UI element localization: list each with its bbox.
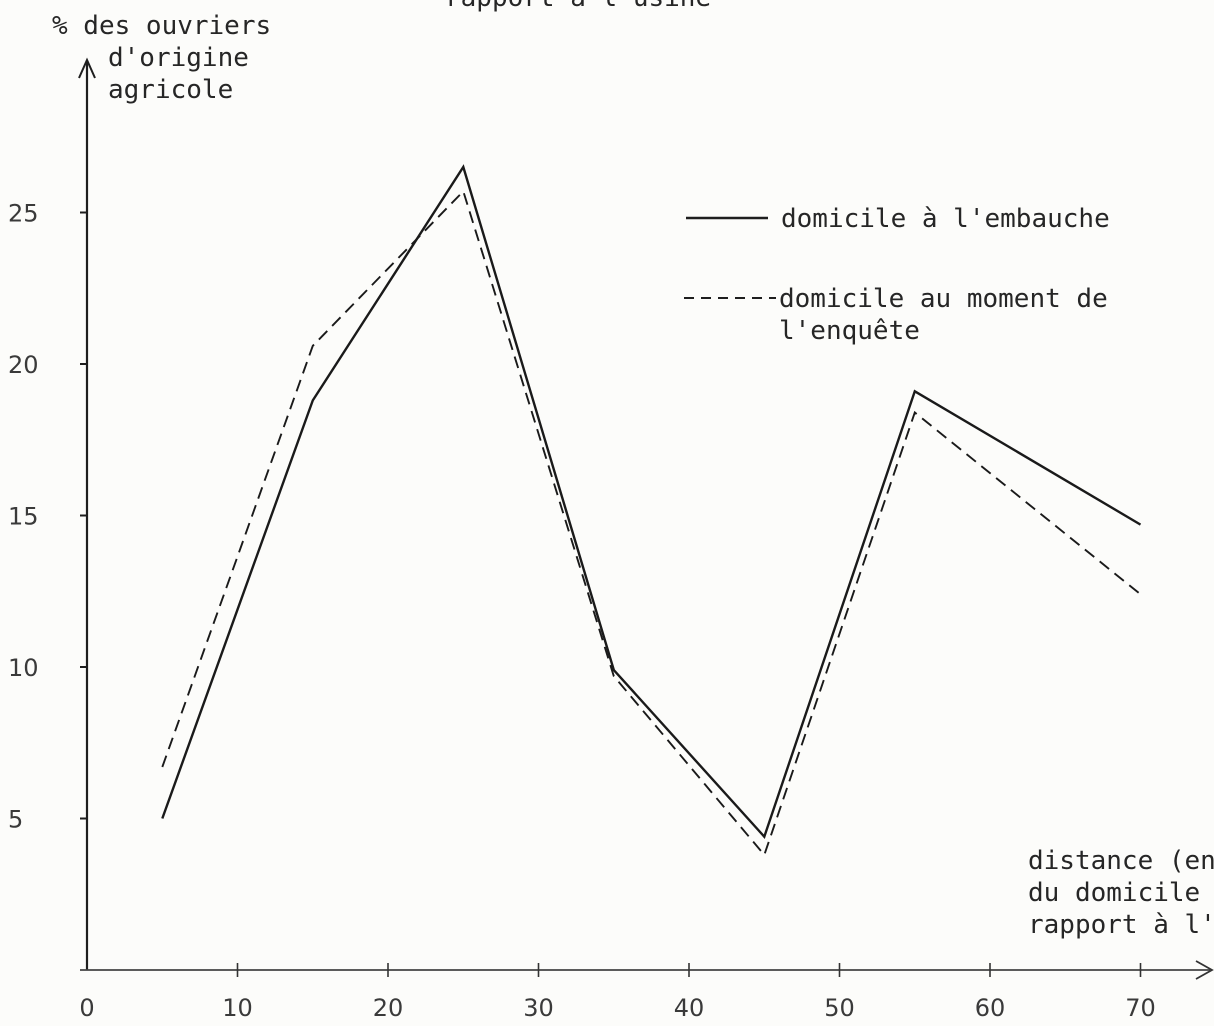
- x-tick-label-60: 60: [975, 994, 1006, 1022]
- x-tick-label-20: 20: [373, 994, 404, 1022]
- series-dashed-line: [161, 189, 1142, 857]
- y-tick-label-20: 20: [8, 351, 39, 379]
- x-tick-label-0: 0: [79, 994, 94, 1022]
- legend: domicile à l'embauche domicile au moment…: [684, 204, 1110, 346]
- x-tick-label-30: 30: [523, 994, 554, 1022]
- legend-label-dashed-line-1: domicile au moment de: [779, 284, 1108, 314]
- series-solid-line: [161, 164, 1142, 840]
- x-axis-label-line-2: du domicile: [1028, 878, 1200, 908]
- series-layer: [161, 164, 1142, 857]
- chart-title: rapport à l'usine: [445, 0, 711, 13]
- legend-label-dashed-line-2: l'enquête: [779, 316, 920, 346]
- x-axis-arrow-icon: [1195, 960, 1214, 980]
- y-tick-label-15: 15: [8, 503, 39, 531]
- x-axis-label: distance (en du domicile rapport à l': [1028, 846, 1214, 940]
- legend-item-dashed: domicile au moment de l'enquête: [684, 284, 1108, 346]
- x-axis-label-line-3: rapport à l': [1028, 910, 1214, 940]
- x-tick-label-40: 40: [674, 994, 705, 1022]
- y-tick-label-10: 10: [8, 654, 39, 682]
- x-tick-label-50: 50: [824, 994, 855, 1022]
- y-axis-label-line-2: d'origine: [108, 43, 249, 73]
- y-ticks: 5 10 15 20 25: [8, 200, 88, 834]
- y-axis-label-line-3: agricole: [108, 75, 233, 105]
- y-tick-label-5: 5: [8, 806, 23, 834]
- y-tick-label-25: 25: [8, 200, 39, 228]
- y-axis-arrow-icon: [78, 57, 96, 79]
- legend-item-solid: domicile à l'embauche: [686, 204, 1110, 234]
- legend-label-solid: domicile à l'embauche: [781, 204, 1110, 234]
- y-axis-label-line-1: % des ouvriers: [52, 11, 271, 41]
- x-axis-label-line-1: distance (en: [1028, 846, 1214, 876]
- x-tick-label-70: 70: [1125, 994, 1156, 1022]
- x-tick-label-10: 10: [222, 994, 253, 1022]
- x-ticks: 0 10 20 30 40 50 60 70: [79, 963, 1156, 1022]
- y-axis-label: % des ouvriers d'origine agricole: [52, 11, 271, 105]
